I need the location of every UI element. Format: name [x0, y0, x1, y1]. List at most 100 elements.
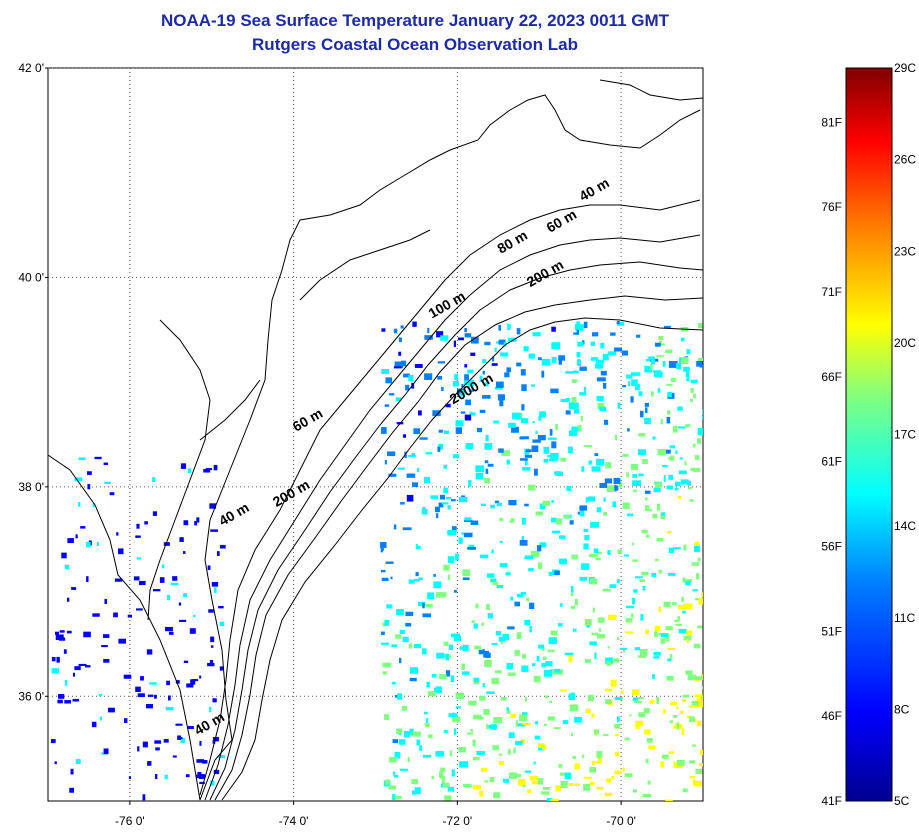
- colorbar-celsius-label: 29C: [894, 61, 916, 75]
- sst-pixel: [682, 694, 690, 698]
- sst-pixel: [398, 733, 402, 736]
- sst-pixel: [632, 474, 637, 478]
- sst-pixel: [485, 652, 491, 659]
- sst-pixel: [673, 725, 678, 729]
- sst-pixel: [574, 598, 578, 606]
- sst-pixel: [405, 623, 412, 627]
- sst-pixel: [142, 741, 148, 748]
- sst-pixel: [401, 705, 408, 711]
- sst-pixel: [435, 686, 442, 694]
- sst-pixel: [455, 692, 465, 699]
- sst-pixel: [524, 459, 528, 466]
- sst-pixel: [624, 631, 634, 634]
- sst-pixel: [498, 636, 506, 642]
- sst-pixel: [606, 661, 612, 666]
- sst-pixel: [451, 769, 455, 777]
- sst-pixel: [464, 379, 473, 386]
- sst-pixel: [537, 434, 546, 441]
- sst-pixel: [494, 670, 502, 674]
- sst-pixel: [70, 768, 74, 775]
- sst-pixel: [175, 723, 183, 726]
- sst-pixel: [583, 321, 588, 329]
- sst-pixel: [550, 452, 559, 460]
- sst-pixel: [663, 601, 671, 608]
- sst-pixel: [532, 439, 541, 443]
- sst-pixel: [624, 737, 630, 741]
- sst-pixel: [653, 656, 660, 659]
- sst-pixel: [692, 744, 696, 747]
- sst-pixel: [179, 537, 184, 542]
- sst-pixel: [412, 731, 421, 737]
- sst-pixel: [152, 589, 161, 592]
- sst-pixel: [135, 535, 141, 538]
- sst-pixel: [381, 427, 387, 434]
- sst-pixel: [638, 473, 644, 477]
- sst-pixel: [476, 751, 486, 755]
- sst-pixel: [541, 358, 551, 366]
- sst-pixel: [424, 723, 430, 727]
- sst-pixel: [528, 484, 536, 491]
- sst-pixel: [499, 540, 503, 544]
- sst-pixel: [638, 432, 646, 437]
- sst-pixel: [694, 542, 700, 545]
- sst-pixel: [554, 668, 561, 673]
- sst-pixel: [185, 774, 190, 778]
- sst-pixel: [496, 502, 502, 507]
- sst-pixel: [632, 789, 638, 793]
- sst-pixel: [521, 384, 527, 392]
- sst-pixel: [672, 425, 678, 433]
- sst-pixel: [531, 384, 535, 387]
- sst-pixel: [696, 360, 703, 367]
- sst-pixel: [99, 716, 103, 721]
- sst-pixel: [616, 637, 620, 641]
- sst-pixel: [502, 633, 510, 641]
- sst-pixel: [104, 598, 108, 604]
- sst-pixel: [651, 573, 657, 577]
- sst-pixel: [167, 594, 171, 601]
- sst-pixel: [645, 534, 650, 538]
- sst-pixel: [686, 630, 693, 636]
- sst-pixel: [518, 778, 526, 786]
- sst-pixel: [675, 481, 681, 487]
- colorbar-fahrenheit-label: 51F: [821, 624, 842, 638]
- sst-pixel: [685, 670, 693, 675]
- colorbar-fahrenheit-label: 46F: [821, 709, 842, 723]
- sst-pixel: [154, 740, 162, 744]
- sst-pixel: [608, 351, 616, 356]
- sst-pixel: [689, 716, 695, 723]
- sst-pixel: [541, 647, 545, 651]
- sst-pixel: [670, 701, 678, 706]
- sst-pixel: [123, 674, 132, 679]
- sst-pixel: [592, 332, 599, 337]
- sst-pixel: [481, 622, 484, 627]
- sst-pixel: [91, 721, 97, 728]
- sst-pixel: [547, 454, 552, 458]
- sst-pixel: [683, 579, 692, 583]
- sst-pixel: [445, 670, 451, 677]
- sst-pixel: [551, 441, 557, 449]
- sst-pixel: [603, 733, 609, 736]
- sst-pixel: [557, 623, 563, 627]
- sst-pixel: [512, 412, 521, 420]
- sst-pixel: [480, 503, 486, 506]
- sst-pixel: [652, 513, 658, 519]
- sst-pixel: [490, 504, 495, 509]
- sst-pixel: [630, 463, 639, 471]
- sst-pixel: [551, 500, 555, 503]
- colorbar-celsius-label: 23C: [894, 244, 916, 258]
- sst-pixel: [470, 729, 473, 732]
- map-subtitle: Rutgers Coastal Ocean Observation Lab: [252, 35, 578, 54]
- sst-pixel: [448, 713, 458, 717]
- sst-pixel: [86, 471, 92, 475]
- sst-pixel: [547, 649, 555, 653]
- sst-pixel: [560, 399, 569, 403]
- sst-pixel: [696, 625, 703, 629]
- sst-pixel: [569, 704, 579, 712]
- sst-pixel: [472, 756, 480, 761]
- sst-pixel: [506, 367, 511, 373]
- sst-pixel: [478, 649, 484, 655]
- sst-pixel: [669, 455, 675, 461]
- lon-tick-label: -72 0': [443, 814, 473, 828]
- sst-pixel: [485, 434, 489, 442]
- sst-pixel: [85, 665, 91, 668]
